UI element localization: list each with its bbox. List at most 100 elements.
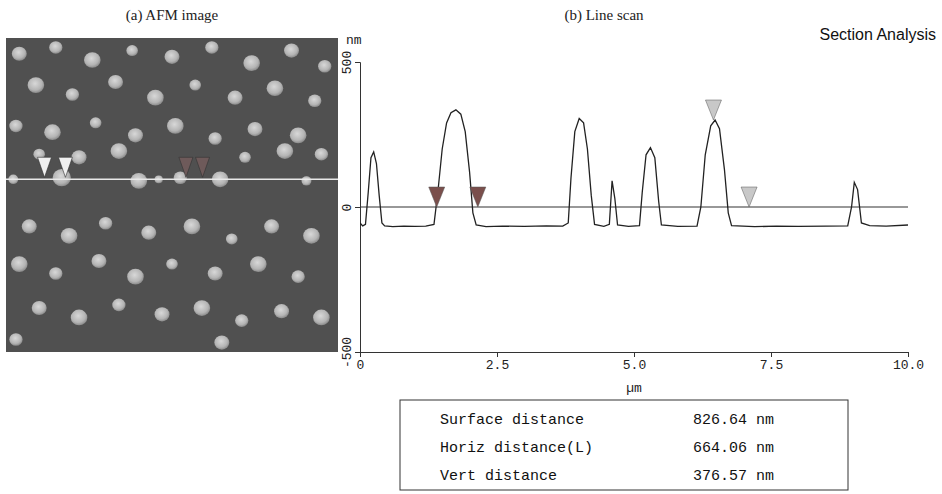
x-tick-label: 5.0 [623, 358, 646, 373]
particle [9, 120, 22, 133]
plot-area [360, 100, 908, 227]
particle [290, 127, 307, 143]
particle [277, 143, 294, 159]
table-label: Surface distance [440, 412, 584, 429]
cursor [741, 187, 757, 207]
table-label: Vert distance [440, 468, 557, 485]
particle [53, 169, 71, 186]
particle [189, 80, 201, 91]
x-tick: 10.0 [893, 352, 924, 373]
particle [315, 148, 328, 161]
table-label: Horiz distance(L) [440, 440, 593, 457]
x-tick: 7.5 [760, 352, 783, 373]
image-cursor [196, 157, 210, 177]
particle [274, 304, 289, 318]
particle [147, 90, 164, 106]
particle [99, 217, 112, 230]
table-value: 826.64 nm [693, 412, 774, 429]
image-cursor [38, 157, 52, 177]
particle [292, 270, 305, 283]
x-tick-mark [908, 352, 909, 357]
cursor [429, 187, 445, 207]
particle [44, 124, 61, 140]
particle [303, 228, 320, 244]
chart-subtitle: Section Analysis [819, 26, 936, 43]
particle [318, 60, 331, 73]
x-tick-label: 2.5 [486, 358, 509, 373]
y-tick: 0 [340, 204, 360, 212]
particle [205, 41, 218, 54]
particle [126, 45, 138, 56]
y-tick: -500 [340, 337, 360, 368]
particle [32, 301, 47, 315]
cursor [470, 187, 486, 207]
particle [22, 219, 37, 233]
particle [155, 307, 170, 321]
particle [61, 228, 78, 244]
particle [235, 314, 248, 327]
particle [209, 132, 222, 145]
particle [141, 226, 156, 240]
x-tick-label: 10.0 [893, 358, 924, 373]
particle [250, 256, 267, 272]
x-tick-mark [634, 352, 635, 357]
y-axis: -500 0 500 [340, 51, 361, 368]
x-axis: 0 2.5 5.0 7.5 10.0 [357, 352, 925, 373]
particle [208, 266, 223, 280]
y-tick-label: 500 [340, 51, 355, 74]
particle [84, 52, 101, 68]
particle [239, 152, 251, 163]
y-tick-label: -500 [340, 337, 355, 368]
scan-line [6, 179, 338, 181]
image-cursor [58, 157, 72, 177]
particle [111, 143, 128, 159]
figure: (a) AFM image(b) Line scanSection Analys… [0, 0, 942, 494]
particle [301, 176, 311, 185]
particle [226, 233, 238, 244]
particle [90, 117, 102, 128]
particle [165, 50, 180, 64]
chart-title: (b) Line scan [564, 7, 644, 24]
particle [228, 91, 243, 105]
particle [313, 310, 330, 326]
particle [166, 259, 178, 270]
particle [167, 118, 184, 134]
x-axis-title: µm [626, 381, 642, 396]
x-tick-mark [497, 352, 498, 357]
section-table: Surface distance 826.64 nm Horiz distance(… [400, 400, 848, 490]
particle [214, 336, 229, 350]
particle [308, 95, 321, 108]
particle [9, 333, 22, 346]
image-cursor [179, 157, 193, 177]
table-value: 376.57 nm [693, 468, 774, 485]
particle [71, 310, 88, 326]
particle [264, 219, 279, 233]
particle [112, 299, 125, 312]
x-tick-mark [771, 352, 772, 357]
y-tick-mark [355, 207, 360, 208]
y-axis-line [355, 63, 361, 353]
particle [66, 88, 79, 101]
x-tick-label: 0 [357, 358, 365, 373]
particle [49, 41, 62, 54]
y-tick-label: 0 [340, 204, 355, 212]
particle [108, 75, 123, 89]
particle [91, 254, 106, 268]
table-value: 664.06 nm [693, 440, 774, 457]
particle [28, 77, 45, 93]
particle [248, 122, 263, 136]
x-tick: 5.0 [623, 352, 646, 373]
x-axis-line [361, 353, 909, 358]
x-tick: 2.5 [486, 352, 509, 373]
y-tick-mark [355, 352, 360, 353]
y-tick-mark [355, 62, 360, 63]
profile-line [360, 110, 908, 227]
cursor [705, 100, 721, 120]
y-axis-title: nm [346, 33, 362, 48]
image-background [6, 38, 338, 352]
table-frame [400, 400, 848, 490]
x-tick-label: 7.5 [760, 358, 783, 373]
particle [11, 256, 28, 272]
reference-lines [360, 207, 908, 208]
particle [128, 128, 143, 142]
